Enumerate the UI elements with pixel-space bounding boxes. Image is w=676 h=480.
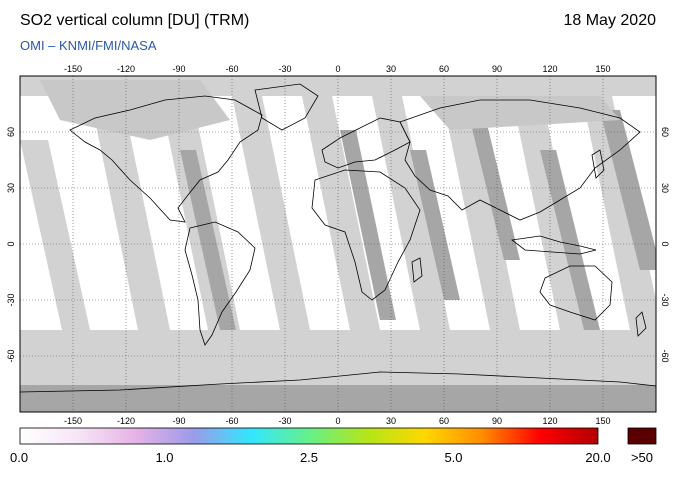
colorbar-label: 20.0 <box>585 450 610 465</box>
antarctica-outline <box>20 371 656 393</box>
orbit-gap-swaths <box>20 80 656 330</box>
lon-tick-label-bottom: -60 <box>225 416 238 426</box>
gap-swath <box>20 140 90 330</box>
colorbar-label: 5.0 <box>444 450 462 465</box>
new-zealand-outline <box>635 311 647 337</box>
overlap-swath <box>600 110 656 270</box>
lon-tick-label-bottom: 0 <box>335 416 340 426</box>
lon-tick-label-top: -60 <box>225 64 238 74</box>
lat-tick-label-left: -30 <box>6 293 16 306</box>
lon-tick-label-bottom: -120 <box>117 416 135 426</box>
europe-outline <box>321 117 411 169</box>
gap-swath <box>442 96 520 330</box>
colorbar-label: 2.5 <box>300 450 318 465</box>
lat-tick-label-left: 0 <box>6 241 16 246</box>
lon-tick-label-top: -150 <box>64 64 82 74</box>
colorbar-label: 0.0 <box>10 450 28 465</box>
lon-tick-label-top: 90 <box>492 64 502 74</box>
lat-tick-label-left: 60 <box>6 127 16 137</box>
axis-tick-labels: -150 -150 -120 -120 -90 -90 -60 -60 -30 -30 0 0 30 30… <box>6 64 670 426</box>
greenland-outline <box>254 83 319 131</box>
lon-tick-label-bottom: 120 <box>542 416 557 426</box>
colorbar-label: 1.0 <box>155 450 173 465</box>
lon-tick-label-bottom: 90 <box>492 416 502 426</box>
gap-swath <box>232 96 310 330</box>
antarctic-band <box>20 385 656 412</box>
gap-swath <box>90 96 170 330</box>
lon-tick-label-top: 120 <box>542 64 557 74</box>
data-credit: OMI – KNMI/FMI/NASA <box>20 38 157 53</box>
lat-tick-label-left: 30 <box>6 183 16 193</box>
lat-tick-label-right: 30 <box>660 183 670 193</box>
lon-tick-label-top: 60 <box>439 64 449 74</box>
lon-tick-label-top: -120 <box>117 64 135 74</box>
map-frame <box>19 75 657 413</box>
lat-tick-label-right: 60 <box>660 127 670 137</box>
lat-tick-label-left: -60 <box>6 349 16 362</box>
gap-swath <box>302 96 380 330</box>
gap-swath <box>372 96 450 330</box>
south-america-outline <box>184 221 256 346</box>
colorbar-labels: 0.0 1.0 2.5 5.0 20.0 >50 <box>10 450 653 465</box>
lon-tick-label-top: -90 <box>172 64 185 74</box>
africa-outline <box>311 169 421 301</box>
gridlines <box>20 76 656 412</box>
lat-tick-label-right: -60 <box>660 349 670 362</box>
overlap-swath <box>540 150 600 330</box>
arctic-coverage <box>40 80 230 140</box>
north-america-outline <box>69 95 263 223</box>
map-title: SO2 vertical column [DU] (TRM) <box>20 12 250 29</box>
map-date: 18 May 2020 <box>563 12 656 29</box>
madagascar-outline <box>411 257 423 283</box>
lat-tick-label-right: 0 <box>660 241 670 246</box>
lon-tick-label-top: 30 <box>386 64 396 74</box>
overlap-swath <box>180 150 236 330</box>
lon-tick-label-bottom: 30 <box>386 416 396 426</box>
overlap-swath <box>410 150 460 300</box>
lat-tick-label-right: -30 <box>660 293 670 306</box>
arctic-coverage <box>420 96 620 130</box>
lon-tick-label-top: 150 <box>595 64 610 74</box>
lon-tick-label-top: -30 <box>278 64 291 74</box>
lon-tick-label-bottom: -150 <box>64 416 82 426</box>
lon-tick-label-bottom: -90 <box>172 416 185 426</box>
colorbar <box>19 427 599 445</box>
overlap-swath <box>470 120 520 260</box>
colorbar-over-label: >50 <box>631 450 653 465</box>
lon-tick-label-bottom: 60 <box>439 416 449 426</box>
lon-tick-label-bottom: -30 <box>278 416 291 426</box>
lon-tick-label-bottom: 150 <box>595 416 610 426</box>
lon-tick-label-top: 0 <box>335 64 340 74</box>
colorbar-over-box <box>627 427 657 445</box>
indonesia-outline <box>511 235 597 255</box>
japan-outline <box>591 149 605 179</box>
australia-outline <box>539 265 613 321</box>
overlap-swath <box>340 130 396 320</box>
